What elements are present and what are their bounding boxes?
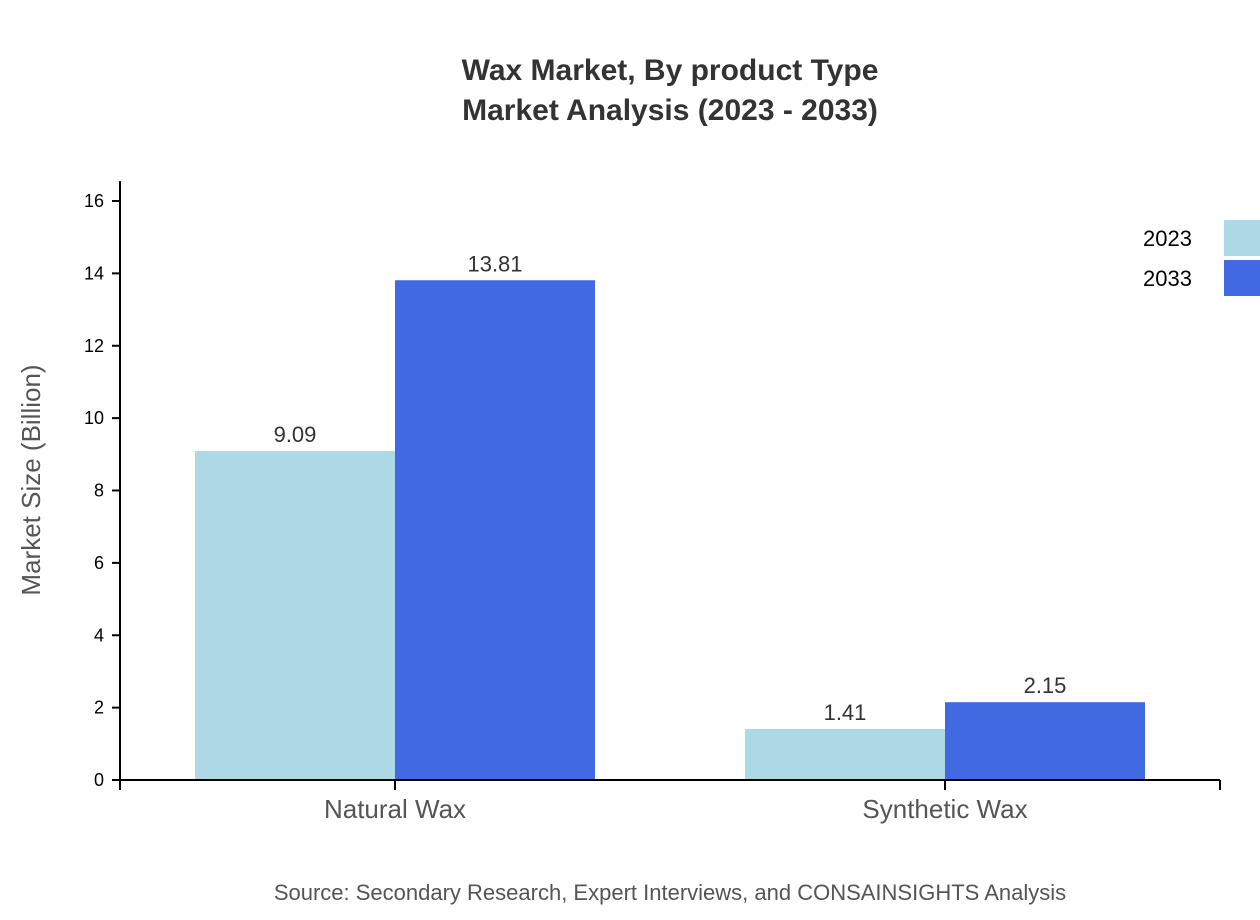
y-tick-label: 8	[94, 481, 104, 501]
y-tick-label: 6	[94, 553, 104, 573]
legend-swatch	[1224, 220, 1260, 256]
data-label: 1.41	[824, 700, 867, 725]
x-axis: Natural Wax Synthetic Wax	[119, 779, 1221, 824]
chart-title-line-1: Wax Market, By product Type	[462, 54, 879, 87]
legend-swatch	[1224, 260, 1260, 296]
y-tick-label: 10	[84, 408, 104, 428]
y-tick-label: 2	[94, 698, 104, 718]
legend-label: 2023	[1143, 226, 1192, 251]
chart-title-line-2: Market Analysis (2023 - 2033)	[462, 94, 878, 127]
y-tick-label: 14	[84, 263, 104, 283]
data-label: 2.15	[1024, 673, 1067, 698]
y-tick-label: 16	[84, 191, 104, 211]
y-axis-label: Market Size (Billion)	[16, 364, 46, 595]
y-tick-label: 4	[94, 625, 104, 645]
y-tick-label: 12	[84, 336, 104, 356]
data-label: 13.81	[467, 251, 522, 276]
bar-2023-synthetic-wax	[745, 728, 945, 780]
data-label: 9.09	[274, 422, 317, 447]
legend: 2023 2033	[1143, 220, 1260, 296]
y-axis: 0 2 4 6 8 10 12 14 16	[84, 181, 121, 790]
x-tick-label: Natural Wax	[324, 794, 466, 824]
legend-label: 2033	[1143, 266, 1192, 291]
bar-2033-natural-wax	[395, 280, 595, 780]
x-tick-label: Synthetic Wax	[862, 794, 1027, 824]
y-tick-label: 0	[94, 770, 104, 790]
bar-2023-natural-wax	[195, 451, 395, 780]
bar-2033-synthetic-wax	[945, 702, 1145, 780]
source-note: Source: Secondary Research, Expert Inter…	[274, 880, 1066, 905]
